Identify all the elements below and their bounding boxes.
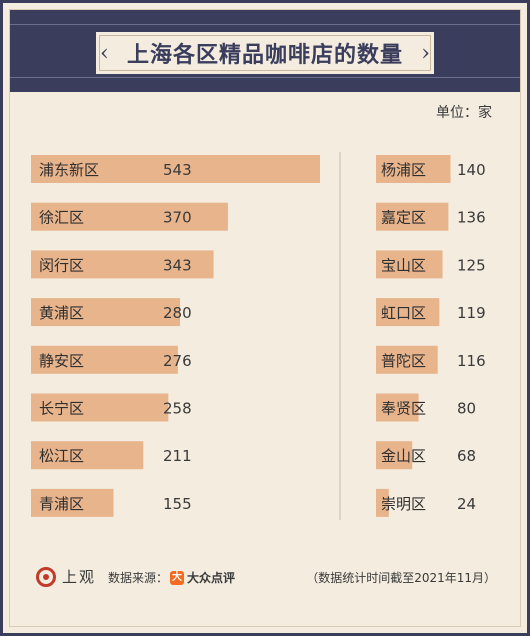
bar-right-6 — [376, 441, 413, 470]
bar-value: 343 — [163, 256, 192, 274]
bar-label: 嘉定区 — [381, 209, 426, 227]
bar-label: 金山区 — [381, 447, 426, 465]
bar-label: 杨浦区 — [381, 161, 426, 179]
bar-label: 黄浦区 — [39, 304, 84, 322]
bar-label: 崇明区 — [381, 495, 426, 513]
source-label: 数据来源： — [108, 571, 169, 585]
bar-left-6 — [31, 441, 144, 470]
bar-right-4 — [376, 345, 438, 374]
data-source: 数据来源： 大 大众点评 — [108, 569, 235, 586]
bar-value: 280 — [163, 304, 192, 322]
logo-icon — [36, 566, 56, 587]
bar-label: 徐汇区 — [39, 209, 84, 227]
bar-label: 松江区 — [39, 447, 84, 465]
bar-label: 普陀区 — [381, 352, 426, 370]
bar-value: 125 — [457, 256, 486, 274]
bar-value: 24 — [457, 495, 476, 513]
bar-left-7 — [31, 488, 114, 517]
bar-value: 116 — [457, 352, 486, 370]
bar-value: 258 — [163, 400, 192, 418]
bar-label: 奉贤区 — [381, 400, 426, 418]
chevron-right-icon: › — [421, 40, 430, 66]
bar-right-1 — [376, 202, 449, 231]
stat-note: （数据统计时间截至2021年11月） — [306, 571, 496, 585]
bar-value: 136 — [457, 209, 486, 227]
bar-value: 80 — [457, 400, 476, 418]
bar-left-1 — [31, 202, 228, 231]
bar-right-5 — [376, 393, 419, 422]
bar-left-0 — [31, 155, 320, 183]
bar-right-0 — [376, 155, 451, 183]
bar-value: 543 — [163, 161, 192, 179]
bar-left-3 — [31, 298, 181, 327]
bar-label: 静安区 — [39, 352, 84, 370]
bar-right-7 — [376, 488, 389, 517]
bar-left-4 — [31, 345, 178, 374]
title-plate: ‹ 上海各区精品咖啡店的数量 › — [94, 30, 436, 76]
bar-value: 68 — [457, 447, 476, 465]
bar-label: 长宁区 — [39, 400, 84, 418]
bar-value: 276 — [163, 352, 192, 370]
bar-label: 浦东新区 — [39, 161, 99, 179]
inner-border — [9, 9, 521, 627]
source-name: 大众点评 — [187, 571, 236, 585]
logo: 上观 — [36, 566, 96, 587]
logo-text: 上观 — [62, 568, 97, 586]
bar-value: 370 — [163, 209, 192, 227]
footer: 上观 数据来源： 大 大众点评 （数据统计时间截至2021年11月） — [36, 566, 496, 590]
bar-value: 119 — [457, 304, 486, 322]
bar-value: 211 — [163, 447, 192, 465]
bar-right-2 — [376, 250, 443, 279]
unit-label: 单位：家 — [436, 105, 492, 121]
bar-label: 宝山区 — [381, 256, 426, 274]
bar-right-3 — [376, 298, 440, 327]
bar-label: 青浦区 — [39, 495, 84, 513]
dianping-icon: 大 — [170, 570, 185, 585]
bar-value: 140 — [457, 161, 486, 179]
chart-title: 上海各区精品咖啡店的数量 — [126, 42, 403, 68]
bar-label: 虹口区 — [381, 304, 426, 322]
bar-value: 155 — [163, 495, 192, 513]
bar-left-5 — [31, 393, 169, 422]
bar-label: 闵行区 — [39, 256, 84, 274]
bar-left-2 — [31, 250, 214, 279]
chevron-left-icon: ‹ — [100, 40, 109, 66]
